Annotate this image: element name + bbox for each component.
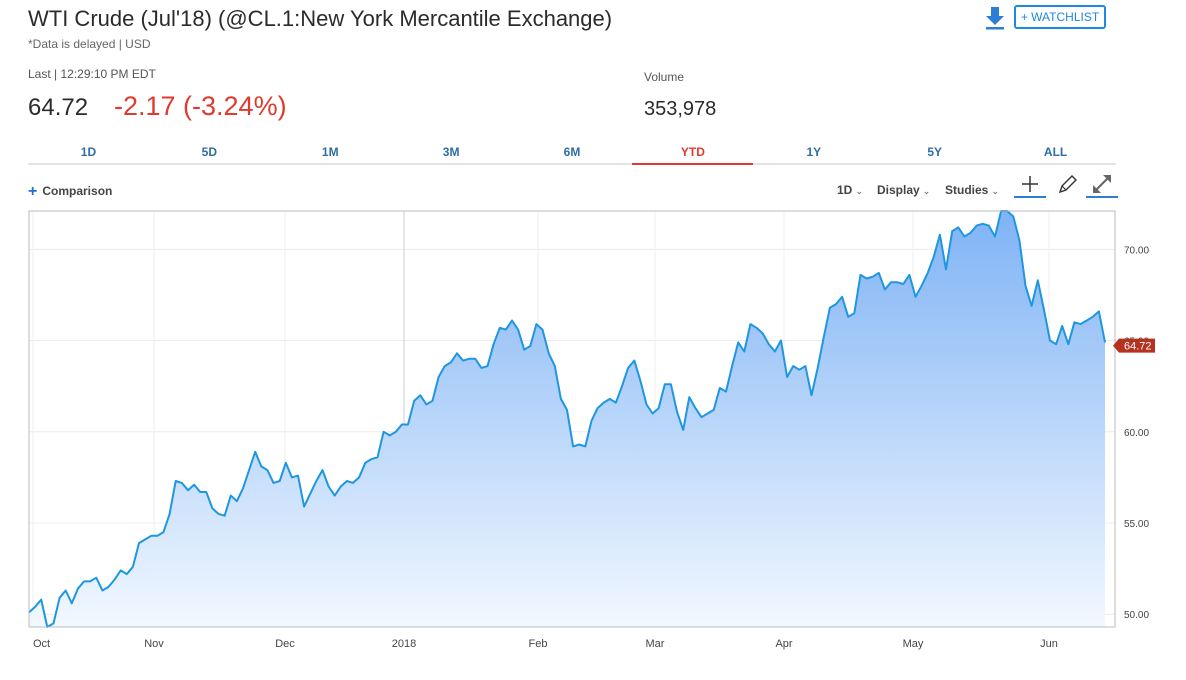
comparison-label: Comparison — [42, 184, 113, 198]
draw-tool-button[interactable] — [1050, 172, 1082, 196]
plot-frame — [28, 210, 1116, 628]
interval-dropdown[interactable]: 1D ⌄ — [837, 183, 863, 197]
expand-tool-button[interactable] — [1086, 172, 1118, 198]
price-change: -2.17 (-3.24%) — [114, 91, 287, 121]
plus-icon: + — [28, 183, 38, 200]
last-trade-label: Last | 12:29:10 PM EDT — [28, 67, 156, 81]
chevron-down-icon: ⌄ — [922, 186, 931, 196]
x-tick-label: Mar — [646, 638, 665, 650]
studies-label: Studies — [945, 183, 989, 197]
tab-1m[interactable]: 1M — [321, 145, 339, 159]
price-line — [28, 210, 1106, 628]
crosshair-icon — [1022, 176, 1038, 192]
x-tick-label: Dec — [275, 638, 295, 650]
y-tick-label: 60.00 — [1124, 428, 1149, 439]
time-range-tabs: 1D 5D 1M 3M 6M YTD 1Y 5Y ALL — [28, 144, 1116, 165]
last-price-tag-label: 64.72 — [1124, 341, 1152, 353]
x-tick-label: Feb — [529, 638, 548, 650]
tab-3m[interactable]: 3M — [442, 145, 460, 159]
comparison-button[interactable]: + Comparison — [28, 182, 112, 200]
tab-5y[interactable]: 5Y — [927, 145, 943, 159]
last-price: 64.72 — [28, 94, 89, 121]
page-title: WTI Crude (Jul'18) (@CL.1:New York Merca… — [28, 6, 613, 31]
x-tick-label: 2018 — [392, 638, 416, 650]
tab-6m[interactable]: 6M — [563, 145, 581, 159]
x-tick-label: Apr — [775, 638, 792, 650]
display-dropdown[interactable]: Display ⌄ — [877, 183, 930, 197]
tab-5d[interactable]: 5D — [201, 145, 217, 159]
x-tick-label: May — [903, 638, 924, 650]
volume-value: 353,978 — [644, 98, 717, 120]
tab-1y[interactable]: 1Y — [806, 145, 822, 159]
x-tick-label: Jun — [1040, 638, 1058, 650]
chevron-down-icon: ⌄ — [991, 186, 999, 196]
tab-ytd[interactable]: YTD — [632, 144, 754, 165]
expand-icon — [1093, 175, 1111, 193]
y-tick-label: 50.00 — [1124, 610, 1149, 621]
chevron-down-icon: ⌄ — [855, 186, 863, 196]
price-area — [29, 211, 1105, 627]
display-label: Display — [877, 183, 920, 197]
download-icon[interactable] — [984, 6, 1006, 30]
interval-label: 1D — [837, 183, 853, 197]
tab-all[interactable]: ALL — [1043, 145, 1068, 159]
y-tick-label: 55.00 — [1124, 519, 1149, 530]
x-tick-label: Oct — [33, 638, 50, 650]
x-tick-label: Nov — [144, 638, 164, 650]
crosshair-tool-button[interactable] — [1014, 172, 1046, 198]
y-tick-label: 70.00 — [1124, 245, 1149, 256]
x-axis: Oct Nov Dec 2018 Feb Mar Apr May Jun — [33, 638, 1058, 650]
pencil-icon — [1058, 175, 1077, 194]
tab-1d[interactable]: 1D — [80, 145, 97, 159]
studies-dropdown[interactable]: Studies ⌄ — [945, 183, 999, 197]
last-price-tag: 64.72 — [1113, 338, 1155, 353]
watchlist-button[interactable]: + WATCHLIST — [1014, 5, 1106, 29]
volume-label: Volume — [644, 70, 685, 84]
data-delay-note: *Data is delayed | USD — [28, 37, 151, 51]
